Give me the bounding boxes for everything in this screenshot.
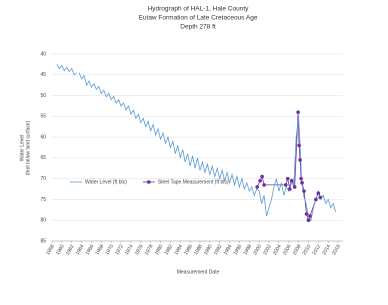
x-tick-label: 1960 (55, 243, 66, 256)
measurement-point (316, 191, 321, 196)
legend-label: Steel Tape Measurement (ft bls) (158, 179, 229, 185)
x-tick-label: 2008 (292, 243, 303, 256)
x-tick-label: 1980 (154, 243, 165, 256)
x-tick-label: 1970 (104, 243, 115, 256)
y-tick-label: 70 (40, 176, 46, 182)
water-level-line (56, 64, 336, 222)
x-tick-label: 2006 (282, 243, 293, 256)
measurement-point (283, 183, 288, 187)
x-tick-label: 1958 (45, 243, 56, 256)
measurement-point (285, 176, 290, 181)
x-tick-label: 1964 (75, 243, 86, 256)
y-tick-label: 60 (40, 134, 46, 140)
y-tick-label: 85 (40, 238, 46, 244)
x-tick-label: 1988 (193, 243, 204, 256)
y-tick-label: 75 (40, 197, 46, 203)
measurement-point (262, 183, 266, 187)
y-axis-label: (feet below land surface) (25, 120, 31, 175)
x-tick-label: 2004 (272, 243, 283, 256)
x-tick-label: 1998 (242, 243, 253, 256)
x-tick-label: 2016 (331, 243, 342, 256)
y-tick-label: 55 (40, 114, 46, 120)
x-tick-label: 1992 (213, 243, 224, 256)
measurement-point (306, 218, 311, 223)
x-tick-label: 2012 (311, 243, 322, 256)
x-tick-label: 1968 (94, 243, 105, 256)
measurement-point (255, 185, 259, 189)
y-tick-label: 50 (40, 93, 46, 99)
measurement-point (314, 197, 318, 202)
y-axis-label: Water Level (19, 135, 25, 162)
measurement-point (297, 143, 301, 148)
chart-subtitle: Depth 278 ft (180, 24, 216, 31)
x-tick-label: 1974 (124, 243, 135, 256)
x-tick-label: 2002 (262, 243, 273, 256)
x-tick-label: 1986 (183, 243, 194, 256)
x-tick-label: 1972 (114, 243, 125, 256)
x-tick-label: 2014 (321, 243, 332, 256)
y-tick-label: 45 (40, 72, 46, 78)
y-tick-label: 80 (40, 218, 46, 224)
x-tick-label: 1994 (223, 243, 234, 256)
x-tick-label: 1966 (85, 243, 96, 256)
x-tick-label: 1978 (144, 243, 155, 256)
measurement-point (304, 212, 309, 216)
measurement-point (308, 214, 312, 218)
x-tick-label: 2000 (252, 243, 263, 256)
measurement-point (287, 187, 292, 191)
y-tick-label: 40 (40, 51, 46, 57)
water-level-line (256, 112, 321, 222)
x-tick-label: 1984 (173, 243, 184, 256)
x-tick-label: 1982 (163, 243, 174, 256)
measurement-point (299, 176, 303, 181)
x-tick-label: 2010 (302, 243, 313, 256)
measurement-point (260, 174, 264, 179)
measurement-point (292, 185, 297, 189)
x-axis-label: Measurement Date (177, 269, 220, 275)
x-tick-label: 1996 (233, 243, 244, 256)
chart-title: Hydrograph of HAL-1, Hale County (148, 6, 250, 13)
measurement-point (296, 110, 300, 114)
x-tick-label: 1976 (134, 243, 145, 256)
x-tick-label: 1962 (65, 243, 76, 256)
chart-subtitle: Eutaw Formation of Late Cretaceous Age (139, 15, 258, 22)
x-tick-label: 1990 (203, 243, 214, 256)
legend-swatch (146, 180, 151, 184)
legend-label: Water Level (ft bls) (85, 179, 127, 185)
measurement-point (318, 195, 323, 200)
measurement-point (289, 178, 294, 183)
measurement-point (258, 178, 262, 183)
measurement-point (300, 181, 304, 185)
measurement-point (302, 189, 306, 193)
measurement-point (298, 158, 302, 162)
y-tick-label: 65 (40, 155, 46, 161)
